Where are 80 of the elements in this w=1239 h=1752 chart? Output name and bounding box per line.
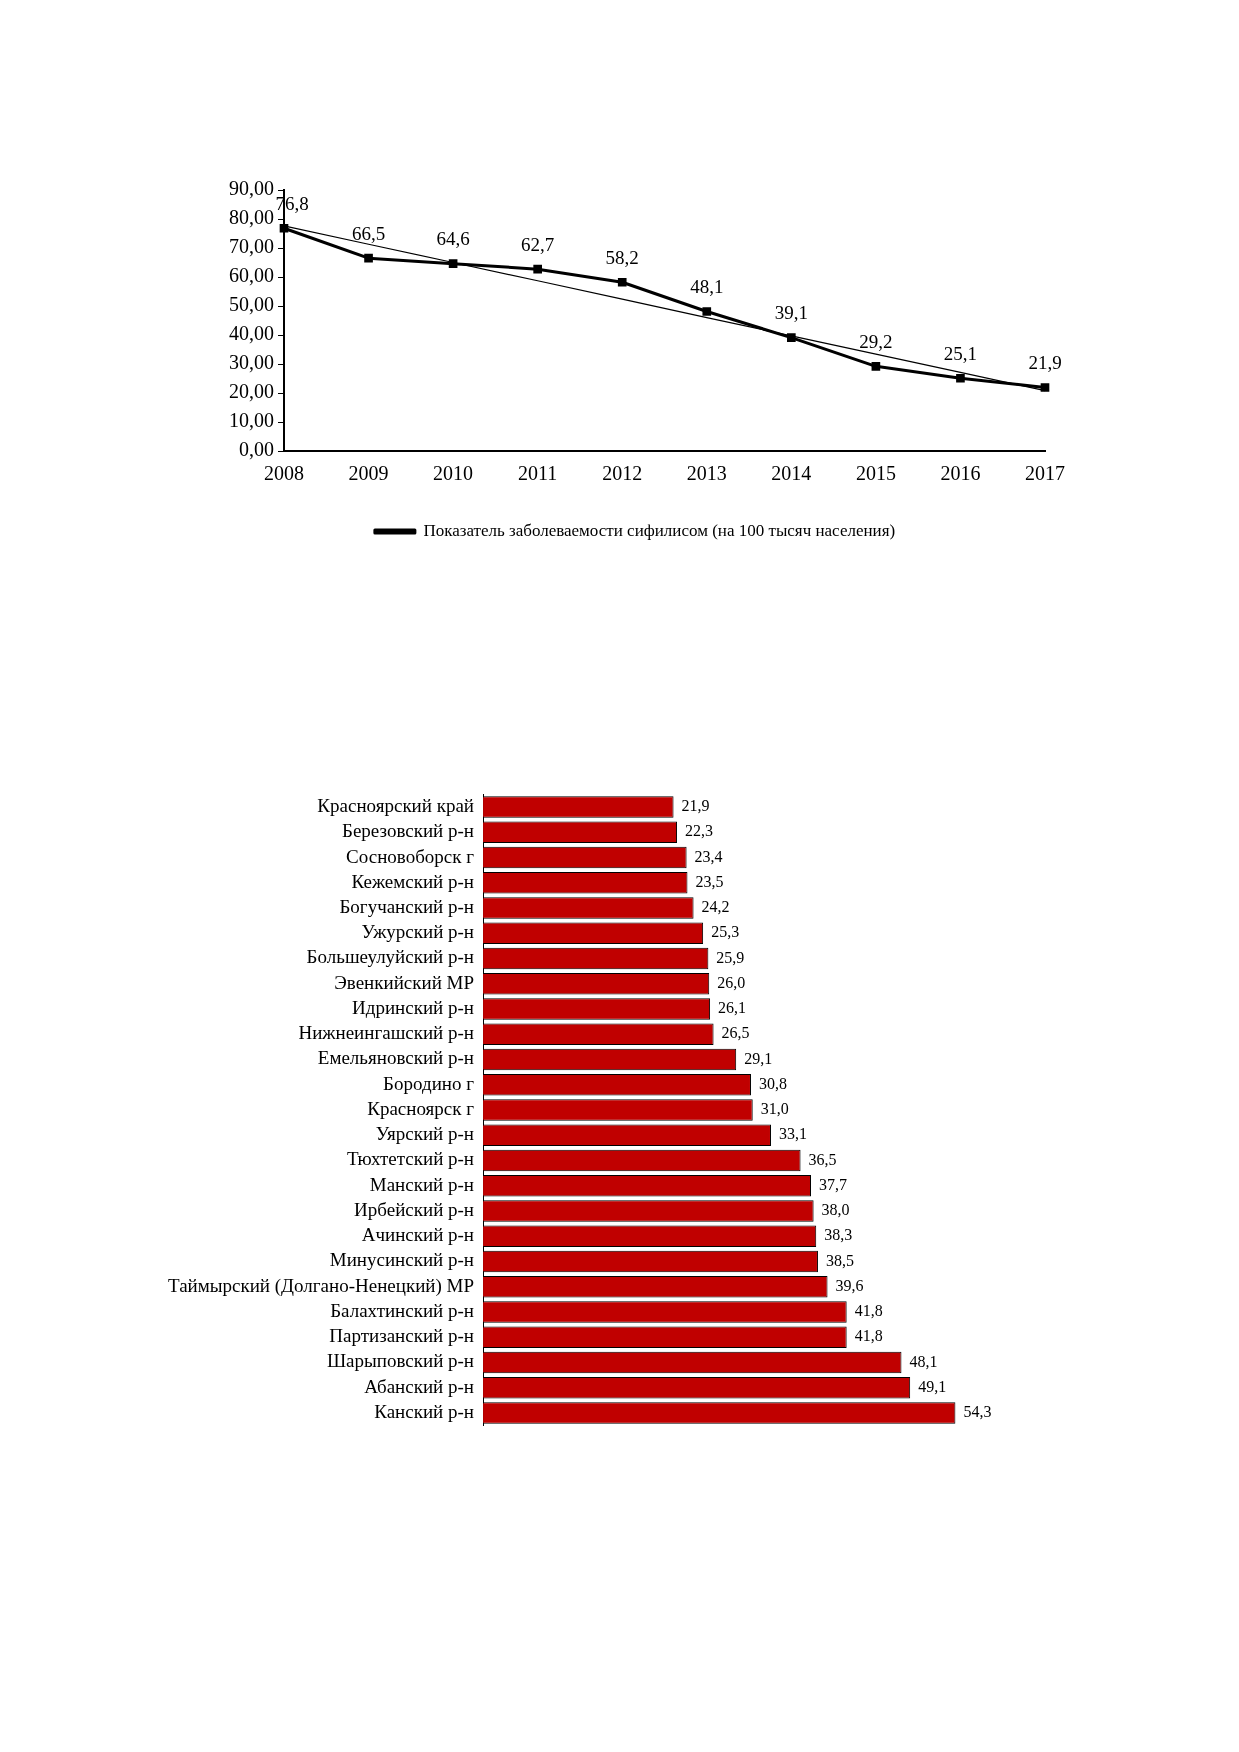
y-tick-label: 60,00 (229, 264, 274, 287)
legend-label: Показатель заболеваемости сифилисом (на 100 тысяч населения) (423, 520, 896, 540)
x-tick-label: 2013 (686, 462, 727, 485)
y-tick-label: Ужурский р-н (361, 921, 475, 943)
y-tick-label: 80,00 (229, 206, 274, 229)
data-label: 39,6 (835, 1276, 864, 1294)
data-label: 22,3 (685, 822, 714, 840)
y-tick-label: 0,00 (239, 438, 274, 461)
y-tick-label: 30,00 (229, 351, 274, 374)
x-tick-label: 2010 (433, 462, 474, 485)
data-label: 58,2 (605, 246, 639, 268)
y-tick-label: Большеулуйский р-н (306, 946, 475, 968)
data-label: 25,1 (943, 342, 978, 364)
y-tick-label: Абанский р-н (364, 1375, 475, 1397)
data-label: 29,2 (859, 330, 893, 352)
data-label: 25,3 (711, 923, 740, 941)
data-label: 25,9 (716, 948, 745, 966)
x-tick-label: 2011 (518, 462, 558, 485)
y-tick-label: 10,00 (229, 409, 274, 432)
data-label: 26,1 (718, 999, 747, 1017)
data-label: 62,7 (521, 233, 555, 255)
y-tick-label: 70,00 (229, 235, 274, 258)
y-tick-label: 90,00 (229, 177, 274, 200)
data-label: 48,1 (690, 275, 724, 297)
y-tick-label: Манский р-н (369, 1173, 475, 1195)
y-tick-label: Ирбейский р-н (354, 1198, 475, 1220)
data-label: 48,1 (909, 1352, 938, 1370)
data-label: 36,5 (808, 1150, 837, 1168)
y-tick-label: Эвенкийский МР (334, 971, 475, 993)
x-tick-label: 2016 (940, 462, 981, 485)
y-tick-label: Кежемский р-н (351, 870, 475, 892)
data-label: 23,5 (695, 872, 724, 890)
data-label: 33,1 (778, 1125, 807, 1143)
x-tick-label: 2008 (264, 462, 304, 485)
x-tick-label: 2009 (348, 462, 389, 485)
x-tick-label: 2014 (771, 462, 812, 485)
data-label: 41,8 (854, 1327, 883, 1345)
data-label: 21,9 (681, 797, 710, 815)
y-tick-label: 40,00 (229, 322, 274, 345)
y-tick-label: Нижнеингашский р-н (298, 1022, 475, 1044)
y-tick-label: Шарыповский р-н (326, 1350, 475, 1372)
y-tick-label: Минусинский р-н (329, 1249, 475, 1271)
data-label: 23,4 (694, 847, 723, 865)
data-label: 66,5 (351, 222, 386, 244)
y-tick-label: Сосновоборск г (346, 845, 475, 867)
y-tick-label: Уярский р-н (375, 1123, 475, 1145)
data-label: 30,8 (758, 1074, 787, 1092)
data-label: 29,1 (744, 1049, 773, 1067)
data-label: 49,1 (918, 1377, 947, 1395)
y-tick-label: Канский р-н (374, 1400, 475, 1422)
data-label: 64,6 (436, 228, 470, 250)
x-tick-label: 2017 (1025, 462, 1065, 485)
data-label: 21,9 (1028, 351, 1062, 373)
data-label: 41,8 (854, 1302, 883, 1320)
y-tick-label: Ачинский р-н (361, 1224, 475, 1246)
y-tick-label: Таймырский (Долгано-Ненецкий) МР (167, 1274, 475, 1297)
data-label: 54,3 (963, 1403, 992, 1421)
y-tick-label: Бородино г (383, 1072, 475, 1094)
data-label: 38,3 (824, 1226, 853, 1244)
y-tick-label: Идринский р-н (352, 996, 475, 1018)
data-label: 38,5 (825, 1251, 854, 1269)
data-label: 39,1 (774, 302, 808, 324)
y-tick-label: Березовский р-н (342, 820, 475, 842)
data-label: 31,0 (760, 1100, 789, 1118)
y-tick-label: Партизанский р-н (329, 1325, 475, 1347)
y-tick-label: Красноярский край (317, 795, 475, 817)
y-tick-label: 20,00 (229, 380, 274, 403)
data-label: 37,7 (819, 1175, 848, 1193)
data-label: 26,0 (717, 973, 746, 991)
data-label: 24,2 (701, 898, 730, 916)
y-tick-label: Тюхтетский р-н (346, 1148, 475, 1170)
y-tick-label: Красноярск г (367, 1097, 475, 1119)
data-label: 38,0 (821, 1201, 850, 1219)
y-tick-label: 50,00 (229, 293, 274, 316)
y-tick-label: Богучанский р-н (339, 896, 475, 917)
y-tick-label: Балахтинский р-н (330, 1299, 475, 1321)
data-label: 26,5 (721, 1024, 750, 1042)
x-tick-label: 2012 (602, 462, 643, 485)
x-tick-label: 2015 (855, 462, 896, 485)
y-tick-label: Емельяновский р-н (317, 1047, 475, 1069)
